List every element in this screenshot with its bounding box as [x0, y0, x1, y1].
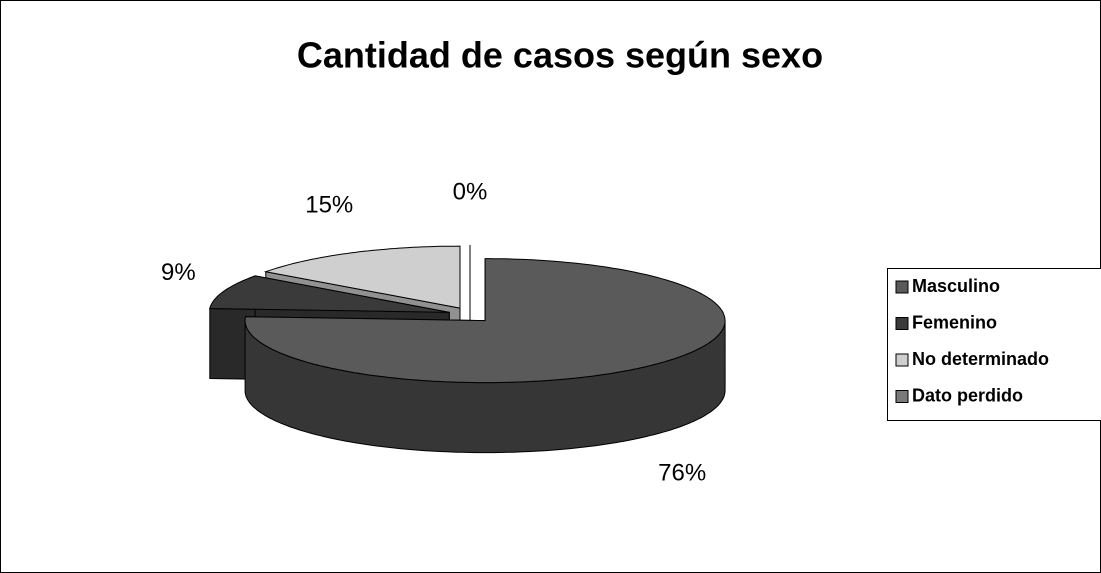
legend-swatch	[895, 317, 909, 330]
data-label: 9%	[161, 259, 196, 286]
legend-swatch	[895, 280, 909, 294]
legend-swatch	[895, 353, 909, 367]
slice-top	[263, 245, 461, 309]
slice	[244, 258, 726, 454]
slice-top	[244, 258, 726, 384]
legend-label: Dato perdido	[912, 385, 1023, 405]
chart-title: Cantidad de casos según sexo	[297, 35, 823, 76]
legend-label: No determinado	[912, 349, 1049, 369]
data-label: 0%	[453, 178, 488, 205]
legend-box	[887, 268, 1101, 421]
slice-top	[209, 275, 450, 313]
data-label: 76%	[658, 459, 706, 486]
legend-swatch	[895, 390, 909, 403]
legend-label: Femenino	[912, 312, 997, 332]
legend-label: Masculino	[912, 276, 1000, 296]
data-label: 15%	[305, 192, 353, 219]
